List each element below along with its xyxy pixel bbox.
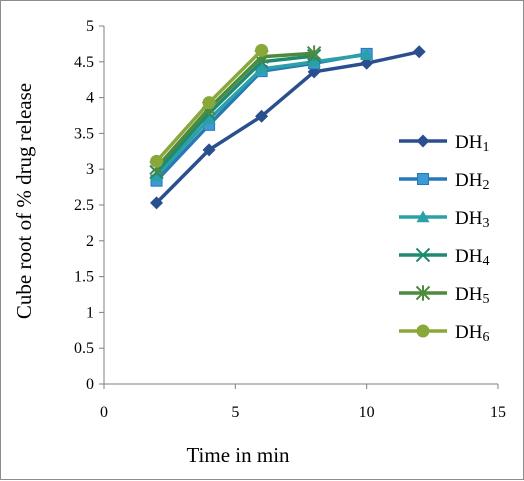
legend-label-subscript: 6	[482, 330, 489, 345]
legend-item-dh2: DH2	[399, 170, 489, 193]
marker-circle	[202, 96, 216, 110]
x-tick-label: 0	[100, 404, 108, 421]
legend-label-name: DH	[455, 208, 483, 229]
marker-diamond	[412, 45, 426, 59]
legend-item-dh5: DH5	[399, 284, 489, 307]
legend-label-subscript: 2	[482, 178, 489, 193]
marker-circle	[150, 154, 164, 168]
marker-diamond	[150, 196, 164, 210]
series-layer	[149, 43, 426, 210]
marker-star	[415, 285, 431, 301]
marker-triangle	[255, 62, 269, 75]
legend-label: DH2	[455, 170, 489, 193]
y-tick-label: 2	[86, 233, 94, 250]
legend-label: DH6	[455, 322, 489, 345]
x-axis-title: Time in min	[186, 443, 290, 467]
series-dh1	[150, 45, 426, 210]
legend-label-subscript: 1	[482, 140, 489, 155]
legend-label: DH4	[455, 246, 489, 269]
series-line	[155, 51, 315, 169]
legend-label: DH3	[455, 208, 489, 231]
legend-label-name: DH	[455, 132, 483, 153]
y-tick-label: 4	[86, 90, 94, 107]
marker-diamond	[416, 134, 430, 148]
legend-label: DH1	[455, 132, 489, 155]
legend-label-subscript: 4	[482, 254, 489, 269]
legend-label-name: DH	[455, 170, 483, 191]
legend-item-dh3: DH3	[399, 208, 489, 231]
marker-star	[306, 45, 322, 62]
marker-triangle	[416, 210, 430, 223]
marker-square	[416, 172, 430, 186]
y-axis-title: Cube root of % drug release	[12, 83, 36, 319]
axes: 00.511.522.533.544.550 5 10 15	[74, 18, 506, 421]
y-tick-label: 1	[86, 304, 94, 321]
legend-label-name: DH	[455, 246, 483, 267]
y-tick-label: 5	[86, 18, 94, 35]
legend-item-dh1: DH1	[399, 132, 489, 155]
series-dh3	[150, 48, 374, 182]
y-tick-label: 0.5	[74, 340, 94, 357]
legend-label-subscript: 5	[482, 292, 489, 307]
x-tick-label: 15	[490, 404, 506, 421]
x-tick-label: 5	[231, 404, 239, 421]
y-tick-label: 3	[86, 161, 94, 178]
series-line	[155, 50, 420, 205]
y-tick-label: 2.5	[74, 197, 94, 214]
legend-label-name: DH	[455, 322, 483, 343]
y-tick-label: 3.5	[74, 125, 94, 142]
marker-triangle	[150, 169, 164, 182]
marker-circle	[255, 43, 269, 57]
marker-diamond	[360, 56, 374, 70]
marker-diamond	[202, 143, 216, 157]
marker-triangle	[202, 112, 216, 125]
legend-item-dh6: DH6	[399, 322, 489, 345]
series-line	[155, 54, 315, 174]
marker-triangle	[360, 48, 374, 60]
legend-label-subscript: 3	[482, 216, 489, 231]
legend-label: DH5	[455, 284, 489, 307]
marker-circle	[416, 324, 430, 338]
y-tick-label: 4.5	[74, 54, 94, 71]
series-dh6	[150, 43, 269, 168]
y-tick-label: 0	[86, 376, 94, 393]
marker-triangle	[307, 55, 321, 67]
y-tick-label: 1.5	[74, 269, 94, 286]
marker-diamond	[255, 109, 269, 123]
x-tick-label: 10	[359, 404, 375, 421]
marker-x	[415, 247, 431, 263]
legend-item-dh4: DH4	[399, 246, 489, 269]
legend-label-name: DH	[455, 284, 483, 305]
